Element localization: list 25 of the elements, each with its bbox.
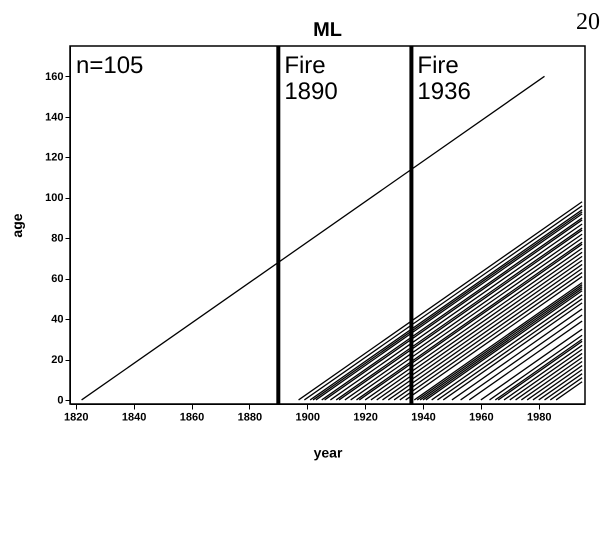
- y-tick-label: 100: [45, 192, 64, 204]
- y-tick-label: 0: [57, 394, 64, 406]
- text: 20: [576, 9, 600, 35]
- x-tick-label: 1840: [122, 412, 146, 424]
- x-tick-label: 1920: [353, 412, 378, 424]
- x-tick-label: 1860: [180, 412, 204, 424]
- x-tick-label: 1820: [64, 412, 89, 424]
- x-tick-label: 1980: [526, 412, 552, 424]
- y-axis-title: age: [9, 213, 26, 238]
- x-tick-label: 1940: [411, 412, 436, 424]
- chart-title: ML: [313, 19, 342, 41]
- y-tick-label: 40: [51, 314, 64, 326]
- y-tick-label: 60: [51, 273, 64, 286]
- ref-line-label: Fire 1936: [417, 52, 471, 105]
- y-tick-label: 140: [45, 111, 64, 124]
- annotation: n=105: [76, 52, 144, 79]
- x-axis-title: year: [314, 444, 343, 460]
- x-tick-label: 1880: [238, 412, 262, 424]
- x-tick-label: 1960: [469, 412, 494, 424]
- ref-line-label: Fire 1890: [284, 52, 338, 105]
- y-tick-label: 120: [45, 152, 64, 164]
- y-tick-label: 20: [51, 354, 64, 366]
- x-tick-label: 1900: [296, 412, 320, 424]
- y-tick-label: 160: [45, 70, 64, 83]
- y-tick-label: 80: [51, 232, 64, 245]
